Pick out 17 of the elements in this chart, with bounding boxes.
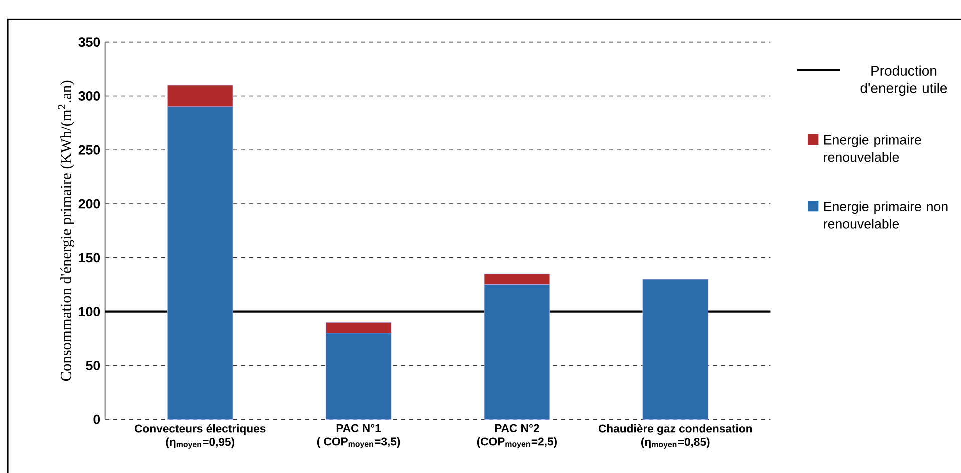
legend-label: Energie primaire renouvelable [824, 135, 922, 162]
y-tick-label: 350 [78, 38, 100, 48]
x-tick-label: PAC N°2 (COP$_{moyen}$=2,5) [477, 424, 557, 449]
bar [642, 279, 708, 420]
y-axis-title: Consommation d'énergie primaire (KWh/(m$^{2}$.an) [58, 80, 75, 382]
y-tick-label: 150 [79, 253, 100, 263]
y-tick-label: 250 [78, 145, 100, 155]
x-tick-label: Chaudière gaz condensation (η$_{moyen}$=0,85) [598, 424, 752, 449]
y-tick-label: 50 [86, 361, 100, 370]
legend-label: Production d'energie utile [860, 66, 948, 96]
x-tick-label: PAC N°1 ( COP$_{moyen}$=3,5) [317, 424, 400, 449]
x-tick-label: Convecteurs électriques (η$_{moyen}$=0,95) [135, 424, 266, 449]
y-tick-label: 300 [78, 92, 100, 101]
y-tick-label: 0 [94, 414, 100, 424]
legend-label: Energie primaire non renouvelable [824, 202, 948, 229]
y-tick-label: 200 [78, 199, 100, 209]
y-tick-label: 100 [79, 307, 100, 317]
